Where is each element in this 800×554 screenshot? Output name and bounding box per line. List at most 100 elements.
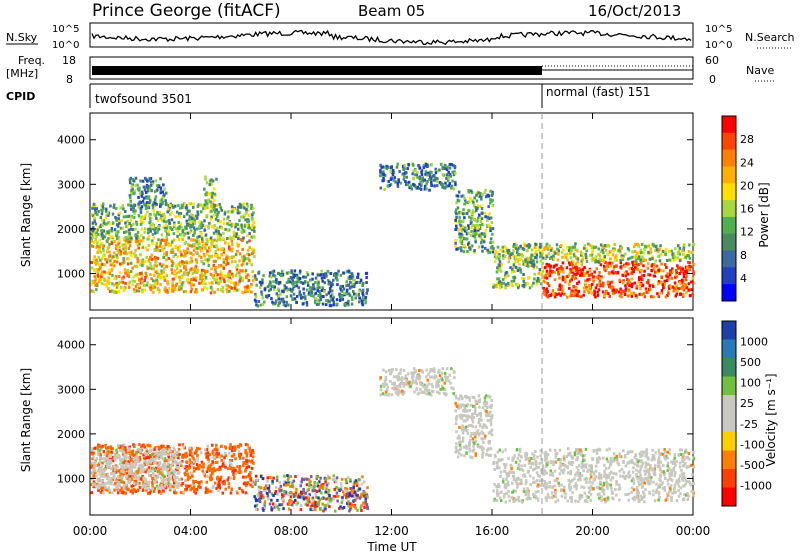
data-cell: [489, 201, 492, 205]
data-cell: [151, 182, 155, 186]
data-cell: [152, 212, 156, 216]
data-cell: [688, 251, 692, 255]
data-cell: [109, 458, 112, 462]
data-cell: [179, 269, 182, 273]
data-cell: [232, 236, 236, 240]
data-cell: [160, 198, 163, 202]
data-cell: [592, 258, 595, 262]
data-cell: [466, 237, 469, 241]
data-cell: [90, 289, 94, 293]
data-cell: [171, 271, 174, 275]
data-cell: [185, 278, 189, 282]
data-cell: [341, 498, 344, 502]
data-cell: [227, 242, 230, 246]
data-cell: [159, 476, 163, 480]
data-cell: [115, 448, 118, 452]
data-cell: [238, 471, 242, 475]
data-cell: [178, 280, 182, 284]
data-cell: [462, 244, 466, 248]
data-cell: [157, 465, 161, 469]
data-cell: [238, 274, 241, 278]
data-cell: [195, 258, 198, 262]
data-cell: [433, 184, 436, 188]
data-cell: [115, 485, 118, 489]
data-cell: [110, 467, 113, 471]
data-cell: [292, 272, 295, 276]
data-cell: [432, 178, 436, 182]
data-cell: [550, 247, 554, 251]
data-cell: [606, 265, 610, 269]
data-cell: [480, 238, 484, 242]
data-cell: [226, 222, 229, 226]
data-cell: [549, 257, 552, 260]
data-cell: [105, 461, 109, 465]
data-cell: [308, 500, 311, 504]
data-cell: [206, 490, 209, 494]
data-cell: [601, 284, 605, 288]
data-cell: [460, 239, 464, 243]
data-cell: [101, 205, 105, 209]
data-cell: [446, 165, 449, 169]
data-cell: [287, 280, 290, 284]
data-cell: [362, 501, 365, 505]
data-cell: [652, 267, 655, 271]
data-cell: [462, 250, 466, 254]
data-cell: [670, 276, 674, 280]
data-cell: [142, 236, 145, 240]
data-cell: [134, 476, 138, 480]
data-cell: [105, 207, 108, 211]
data-cell: [122, 484, 126, 488]
data-cell: [283, 284, 286, 288]
data-cell: [173, 269, 177, 273]
data-cell: [102, 482, 105, 486]
data-cell: [111, 212, 115, 216]
data-cell: [358, 289, 361, 293]
data-cell: [133, 465, 137, 469]
data-cell: [217, 488, 220, 492]
data-cell: [269, 281, 272, 285]
data-cell: [598, 271, 601, 274]
data-cell: [248, 253, 251, 257]
data-cell: [682, 245, 686, 249]
data-cell: [616, 270, 620, 274]
data-cell: [572, 252, 576, 256]
data-cell: [102, 219, 106, 223]
data-cell: [353, 278, 356, 282]
data-cell: [221, 290, 225, 293]
data-cell: [672, 258, 675, 262]
data-cell: [242, 456, 245, 460]
data-cell: [140, 234, 143, 238]
data-cell: [522, 277, 526, 281]
data-cell: [276, 498, 279, 502]
data-cell: [160, 480, 164, 483]
data-cell: [318, 480, 321, 484]
data-cell: [102, 206, 105, 210]
data-cell: [391, 173, 395, 176]
data-cell: [395, 165, 399, 169]
data-cell: [206, 451, 210, 455]
data-cell: [173, 288, 177, 292]
data-cell: [603, 294, 606, 297]
data-cell: [547, 272, 550, 276]
data-cell: [604, 249, 608, 252]
data-cell: [235, 273, 238, 277]
data-cell: [131, 449, 135, 453]
data-cell: [129, 196, 132, 200]
data-cell: [181, 206, 184, 209]
data-cell: [573, 292, 576, 295]
data-cell: [260, 293, 264, 297]
data-cell: [121, 280, 125, 284]
data-cell: [676, 266, 680, 270]
data-cell: [102, 474, 106, 478]
nsearch-tick-top: 10^5: [705, 24, 732, 35]
data-cell: [541, 256, 545, 260]
data-cell: [305, 301, 309, 305]
data-cell: [592, 275, 595, 279]
data-cell: [241, 290, 244, 294]
data-cell: [218, 204, 222, 208]
data-cell: [184, 473, 187, 477]
data-cell: [421, 176, 424, 180]
data-cell: [298, 277, 302, 280]
data-cell: [190, 259, 194, 263]
data-cell: [470, 244, 474, 248]
